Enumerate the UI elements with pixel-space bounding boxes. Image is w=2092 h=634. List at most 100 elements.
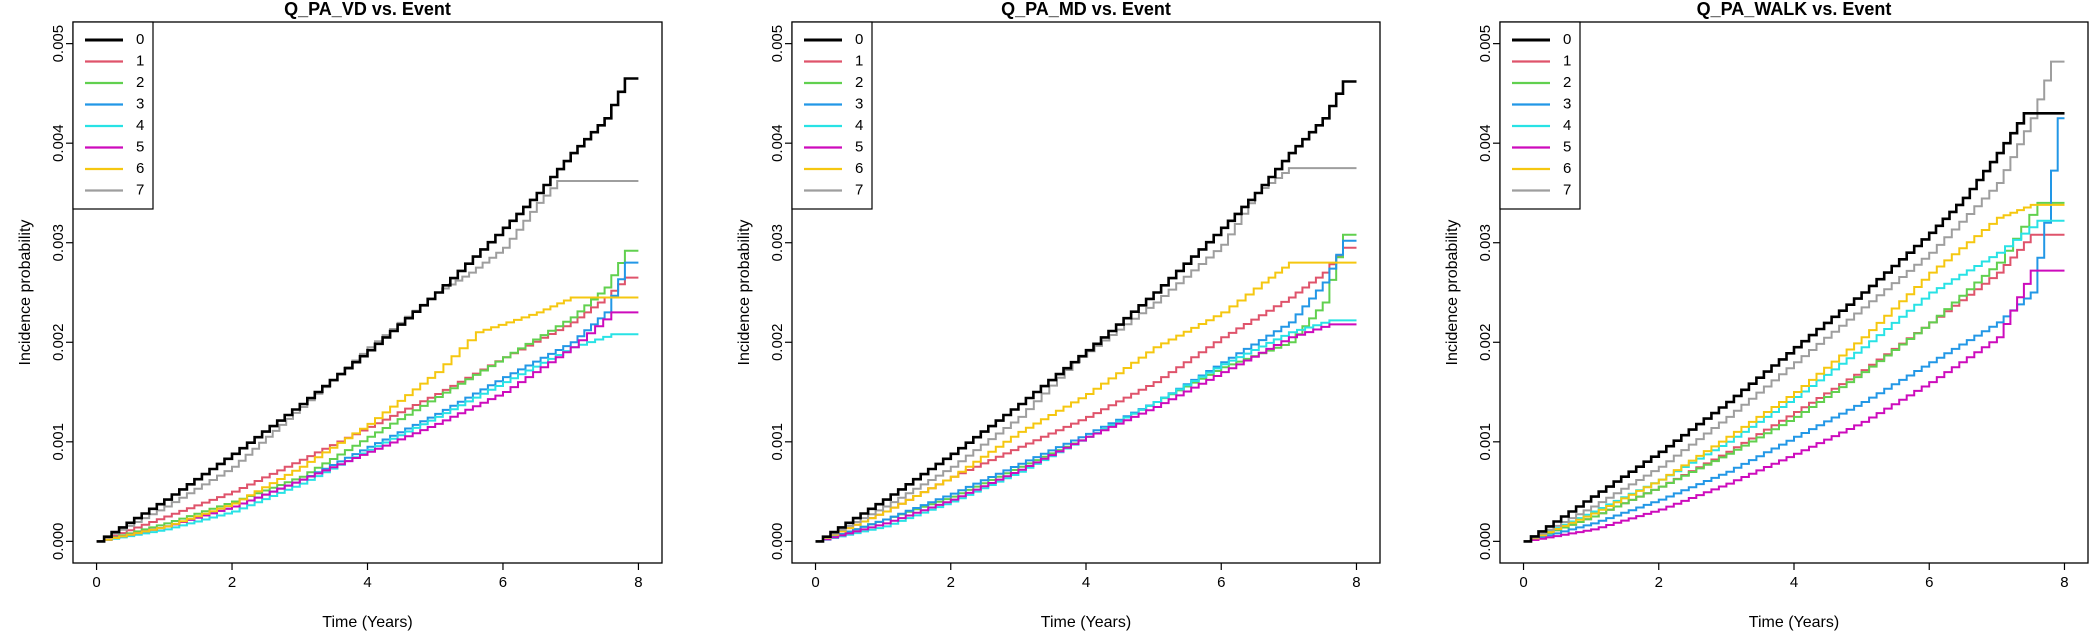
chart-panel-2: Q_PA_MD vs. Event 0 2 4 6 8 0.000 0.001 0.002 0.0… <box>736 0 1381 631</box>
x-axis-label: Time (Years) <box>1041 614 1131 631</box>
legend-label-0: 0 <box>1563 31 1571 48</box>
series-line-7 <box>96 180 639 543</box>
y-tick-label: 0.000 <box>769 523 786 561</box>
series-line-6 <box>96 296 639 543</box>
legend-label-5: 5 <box>855 138 863 155</box>
legend-label-3: 3 <box>855 95 863 112</box>
legend-label-7: 7 <box>136 181 144 198</box>
y-tick-label: 0.001 <box>769 423 786 461</box>
x-axis-label: Time (Years) <box>1749 614 1839 631</box>
x-tick-label: 8 <box>1352 574 1360 591</box>
y-tick-label: 0.000 <box>50 523 67 561</box>
series-line-4 <box>96 333 639 543</box>
series-line-6 <box>1523 203 2065 543</box>
y-tick-label: 0.004 <box>50 124 67 162</box>
x-tick-label: 0 <box>1519 574 1527 591</box>
legend-label-6: 6 <box>1563 160 1571 177</box>
legend-label-1: 1 <box>136 52 144 69</box>
y-tick-label: 0.004 <box>769 124 786 162</box>
legend-label-2: 2 <box>136 74 144 91</box>
series-group <box>815 80 1357 543</box>
y-tick-label: 0.003 <box>50 224 67 262</box>
series-line-2 <box>1523 201 2065 543</box>
series-line-0 <box>1523 112 2065 543</box>
x-axis-label: Time (Years) <box>322 614 412 631</box>
y-tick-label: 0.004 <box>1477 124 1494 162</box>
x-tick-label: 4 <box>363 574 371 591</box>
series-line-0 <box>96 77 639 543</box>
x-tick-label: 2 <box>228 574 236 591</box>
y-tick-label: 0.001 <box>50 423 67 461</box>
chart-panel-1: Q_PA_VD vs. Event 0 2 4 6 8 0.000 0.001 0.002 0.0… <box>17 0 663 631</box>
y-tick-label: 0.002 <box>50 323 67 361</box>
series-group <box>1523 60 2065 543</box>
legend-label-6: 6 <box>136 160 144 177</box>
plot-frame <box>791 21 1381 564</box>
legend-box <box>791 21 873 210</box>
plot-frame <box>72 21 663 564</box>
x-tick-label: 8 <box>634 574 642 591</box>
plot-frame <box>1499 21 2089 564</box>
y-tick-label: 0.005 <box>769 25 786 63</box>
legend-label-5: 5 <box>136 138 144 155</box>
legend-label-0: 0 <box>136 31 144 48</box>
legend-label-3: 3 <box>136 95 144 112</box>
series-line-6 <box>815 261 1357 543</box>
series-line-5 <box>815 323 1357 543</box>
legend-label-0: 0 <box>855 31 863 48</box>
y-tick-label: 0.005 <box>50 25 67 63</box>
y-tick-label: 0.002 <box>769 323 786 361</box>
y-tick-label: 0.003 <box>769 224 786 262</box>
x-tick-label: 2 <box>1655 574 1663 591</box>
legend-label-2: 2 <box>1563 74 1571 91</box>
x-tick-label: 6 <box>1217 574 1225 591</box>
y-axis-label: Incidence probability <box>736 220 753 366</box>
legend-label-1: 1 <box>1563 52 1571 69</box>
x-tick-label: 8 <box>2060 574 2068 591</box>
series-line-4 <box>1523 219 2065 543</box>
chart-panel-3: Q_PA_WALK vs. Event 0 2 4 6 8 0.000 0.001 0.002 0… <box>1444 0 2089 631</box>
legend-label-2: 2 <box>855 74 863 91</box>
x-tick-label: 6 <box>499 574 507 591</box>
x-tick-label: 4 <box>1082 574 1090 591</box>
legend: 0 1 2 3 4 5 6 7 <box>791 21 873 210</box>
y-tick-label: 0.000 <box>1477 523 1494 561</box>
legend-label-3: 3 <box>1563 95 1571 112</box>
x-tick-label: 2 <box>947 574 955 591</box>
chart-title: Q_PA_VD vs. Event <box>284 0 451 19</box>
legend-label-5: 5 <box>1563 138 1571 155</box>
x-tick-label: 0 <box>92 574 100 591</box>
legend-label-4: 4 <box>136 117 144 134</box>
y-axis-label: Incidence probability <box>17 220 34 366</box>
y-tick-label: 0.005 <box>1477 25 1494 63</box>
y-tick-label: 0.003 <box>1477 224 1494 262</box>
series-line-2 <box>96 249 639 543</box>
x-tick-label: 0 <box>811 574 819 591</box>
legend-box <box>1499 21 1581 210</box>
series-line-1 <box>1523 233 2065 543</box>
legend-label-4: 4 <box>1563 117 1571 134</box>
y-tick-label: 0.001 <box>1477 423 1494 461</box>
series-line-0 <box>815 80 1357 543</box>
legend-label-4: 4 <box>855 117 863 134</box>
x-tick-label: 6 <box>1925 574 1933 591</box>
legend: 0 1 2 3 4 5 6 7 <box>72 21 154 210</box>
chart-title: Q_PA_MD vs. Event <box>1001 0 1171 19</box>
series-line-3 <box>1523 117 2065 543</box>
series-line-5 <box>1523 269 2065 543</box>
series-line-7 <box>1523 60 2065 543</box>
legend-label-1: 1 <box>855 52 863 69</box>
legend-label-7: 7 <box>1563 181 1571 198</box>
series-group <box>96 77 639 543</box>
series-line-3 <box>815 239 1357 543</box>
y-tick-label: 0.002 <box>1477 323 1494 361</box>
legend-label-6: 6 <box>855 160 863 177</box>
legend: 0 1 2 3 4 5 6 7 <box>1499 21 1581 210</box>
x-tick-label: 4 <box>1790 574 1798 591</box>
y-axis-label: Incidence probability <box>1444 220 1461 366</box>
chart-title: Q_PA_WALK vs. Event <box>1697 0 1892 19</box>
legend-label-7: 7 <box>855 181 863 198</box>
legend-box <box>72 21 154 210</box>
